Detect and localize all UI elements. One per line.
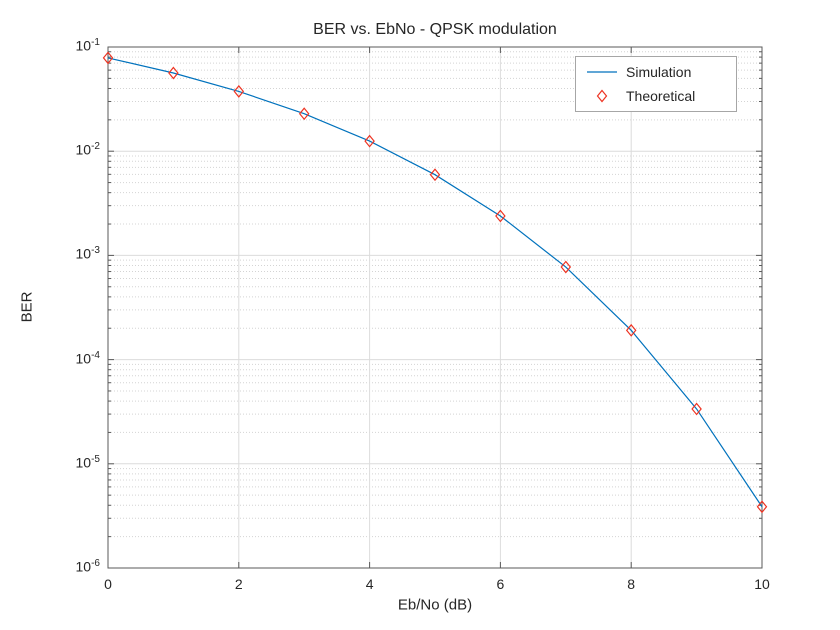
diamond-marker bbox=[495, 209, 506, 223]
legend: Simulation Theoretical bbox=[575, 56, 737, 112]
diamond-marker bbox=[102, 51, 114, 65]
diamond-marker bbox=[429, 168, 441, 182]
tick-marks bbox=[107, 46, 763, 569]
x-tick-label: 4 bbox=[365, 576, 374, 592]
x-tick-label: 8 bbox=[627, 576, 636, 592]
diamond-marker bbox=[756, 500, 768, 514]
simulation-line bbox=[107, 57, 763, 508]
theoretical-diamond-sample bbox=[596, 89, 608, 103]
y-tick-label: 10-4 bbox=[75, 349, 100, 367]
diamond-marker bbox=[560, 260, 572, 274]
diamond-marker bbox=[233, 84, 245, 98]
diamond-marker bbox=[168, 66, 179, 80]
x-tick-label: 10 bbox=[754, 576, 770, 592]
theoretical-markers bbox=[102, 51, 768, 514]
diamond-marker bbox=[298, 107, 310, 121]
legend-item-simulation: Simulation bbox=[576, 60, 736, 84]
minor-grid bbox=[108, 51, 762, 538]
legend-label-simulation: Simulation bbox=[626, 64, 692, 80]
y-tick-label: 10-6 bbox=[75, 558, 100, 575]
legend-label-theoretical: Theoretical bbox=[626, 88, 696, 104]
chart-title: BER vs. EbNo - QPSK modulation bbox=[313, 21, 557, 38]
x-tick-label: 6 bbox=[496, 576, 505, 592]
x-tick-label: 0 bbox=[104, 576, 112, 592]
axes-box bbox=[107, 46, 763, 569]
y-tick-label: 10-5 bbox=[75, 453, 100, 471]
y-tick-label: 10-2 bbox=[75, 141, 100, 158]
y-tick-label: 10-1 bbox=[75, 37, 100, 54]
diamond-marker bbox=[691, 402, 702, 416]
y-tick-label: 10-3 bbox=[75, 245, 100, 263]
x-axis-label: Eb/No (dB) bbox=[397, 596, 473, 614]
legend-item-theoretical: Theoretical bbox=[576, 84, 736, 108]
x-tick-label: 2 bbox=[234, 576, 243, 592]
diamond-marker bbox=[625, 323, 637, 337]
simulation-line-sample bbox=[587, 71, 617, 73]
y-axis-label: BER bbox=[18, 291, 36, 323]
major-grid bbox=[108, 47, 762, 568]
diamond-marker bbox=[364, 134, 375, 148]
